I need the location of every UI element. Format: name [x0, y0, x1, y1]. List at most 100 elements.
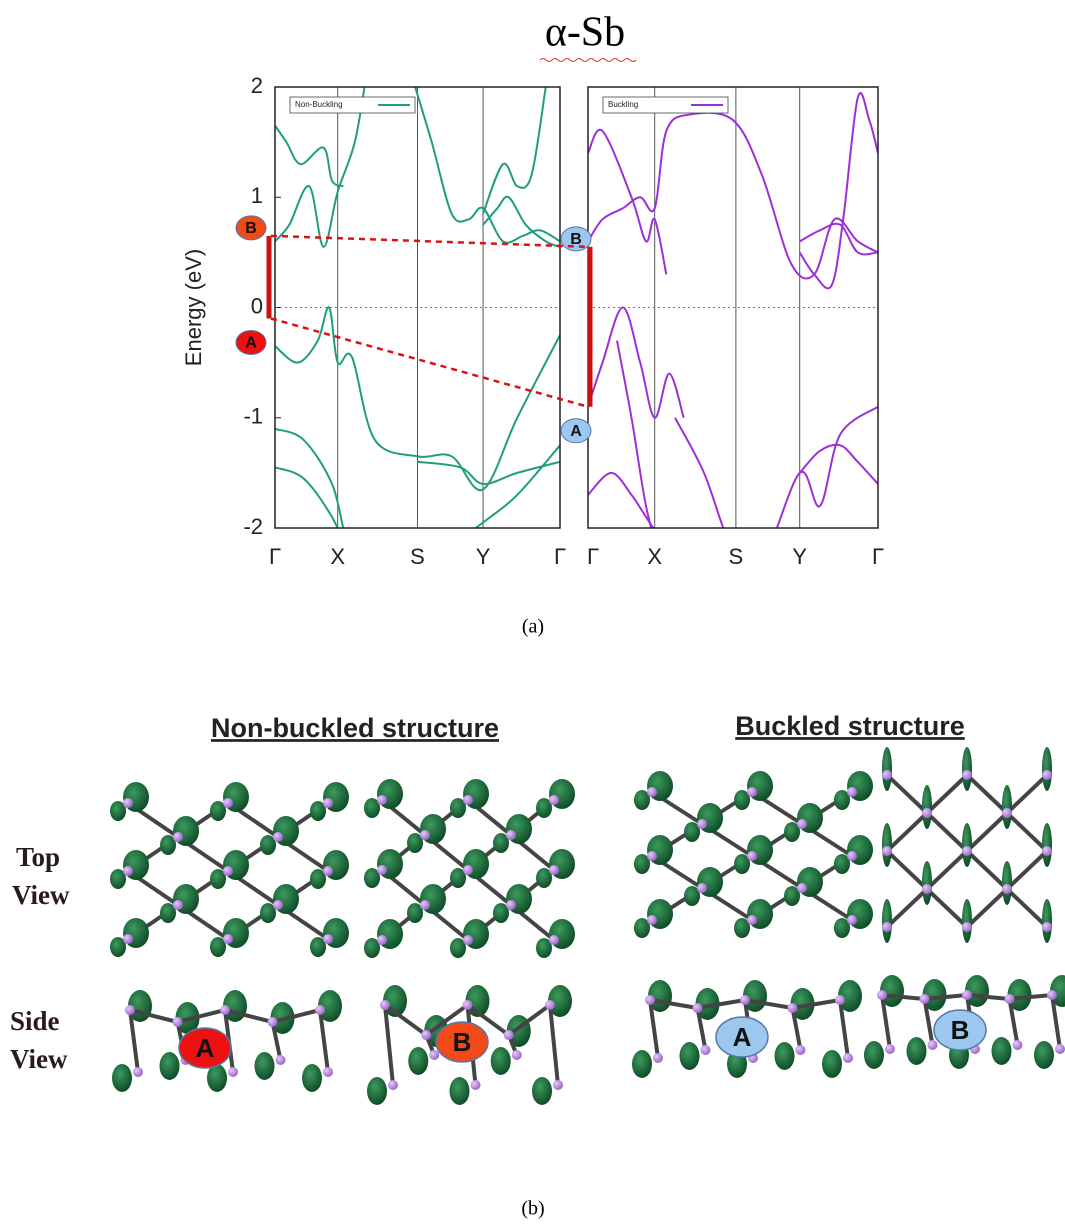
atom	[701, 1045, 711, 1055]
atom	[1013, 1040, 1023, 1050]
band-line	[418, 462, 561, 484]
atom	[1055, 1044, 1065, 1054]
atom	[847, 851, 857, 861]
orbital-lobe	[1042, 747, 1052, 791]
atom	[697, 819, 707, 829]
orbital-lobe	[680, 1042, 700, 1070]
atom	[647, 787, 657, 797]
bond	[385, 1005, 393, 1085]
bands	[588, 93, 878, 567]
atom	[928, 1040, 938, 1050]
atom	[273, 900, 283, 910]
atom	[797, 883, 807, 893]
orbital-lobe	[491, 1047, 511, 1075]
atom	[747, 915, 757, 925]
atom	[882, 846, 892, 856]
atom	[922, 884, 932, 894]
x-tick-label: Y	[792, 544, 807, 569]
atom	[123, 866, 133, 876]
figure-title: α-Sb	[545, 10, 625, 56]
x-tick-label: S	[729, 544, 744, 569]
orbital-lobe	[962, 747, 972, 791]
bond	[1007, 851, 1047, 889]
atom	[549, 795, 559, 805]
atom	[1002, 808, 1012, 818]
x-tick-label: X	[330, 544, 345, 569]
atom	[388, 1080, 398, 1090]
state-marker-label: B	[453, 1027, 472, 1057]
state-marker-label: B	[951, 1015, 970, 1045]
band-line	[446, 445, 560, 550]
atom	[323, 934, 333, 944]
atom	[315, 1005, 325, 1015]
atom	[506, 900, 516, 910]
bond	[927, 775, 967, 813]
atom	[463, 935, 473, 945]
atom	[223, 934, 233, 944]
legend-label: Non-Buckling	[295, 100, 343, 109]
y-axis-label: Energy (eV)	[181, 249, 206, 366]
atom	[421, 1030, 431, 1040]
row-label: Top	[16, 842, 60, 872]
bond	[927, 889, 967, 927]
atom	[220, 1005, 230, 1015]
bond	[1007, 775, 1047, 813]
atom	[545, 1000, 555, 1010]
atom	[323, 798, 333, 808]
atom	[125, 1005, 135, 1015]
state-marker-label: B	[245, 220, 257, 237]
atom	[549, 935, 559, 945]
atom	[463, 1000, 473, 1010]
x-tick-label: S	[410, 544, 425, 569]
row-label: Side	[10, 1006, 60, 1036]
orbital-lobe	[882, 899, 892, 943]
atom	[882, 922, 892, 932]
figure: α-Sb (a) Non-buckled structure Buckled s…	[0, 0, 1065, 1225]
atom	[323, 866, 333, 876]
atom	[506, 830, 516, 840]
row-label: View	[10, 1044, 68, 1074]
atom	[1047, 990, 1057, 1000]
atom	[323, 1067, 333, 1077]
atom	[173, 832, 183, 842]
atom	[512, 1050, 522, 1060]
atom	[228, 1067, 238, 1077]
atom	[123, 798, 133, 808]
atom	[693, 1003, 703, 1013]
atom	[1042, 922, 1052, 932]
atom	[647, 915, 657, 925]
y-tick-label: 1	[251, 183, 263, 208]
orbital-lobe	[1002, 785, 1012, 829]
row-label: View	[12, 880, 70, 910]
atom	[1005, 994, 1015, 1004]
bond	[967, 889, 1007, 927]
orbital-lobe	[822, 1050, 842, 1078]
atom	[1042, 846, 1052, 856]
band-line	[275, 467, 346, 550]
atom	[429, 1050, 439, 1060]
band-line	[483, 87, 546, 214]
spell-underline	[540, 59, 636, 62]
bond	[1007, 813, 1047, 851]
bond	[887, 775, 927, 813]
atom	[173, 900, 183, 910]
atom	[962, 770, 972, 780]
orbital-lobe	[255, 1052, 275, 1080]
atom	[268, 1017, 278, 1027]
caption: (a)	[522, 616, 544, 638]
atom	[796, 1045, 806, 1055]
atom	[420, 900, 430, 910]
bond	[887, 889, 927, 927]
bond	[1007, 889, 1047, 927]
atom	[885, 1044, 895, 1054]
x-tick-label: X	[647, 544, 662, 569]
orbital-lobe	[922, 785, 932, 829]
atom	[173, 1017, 183, 1027]
atom	[273, 832, 283, 842]
state-marker-label: A	[570, 423, 582, 440]
bond	[550, 1005, 558, 1085]
orbital-lobe	[907, 1037, 927, 1065]
atom	[1042, 770, 1052, 780]
orbital-lobe	[775, 1042, 795, 1070]
atom	[920, 994, 930, 1004]
